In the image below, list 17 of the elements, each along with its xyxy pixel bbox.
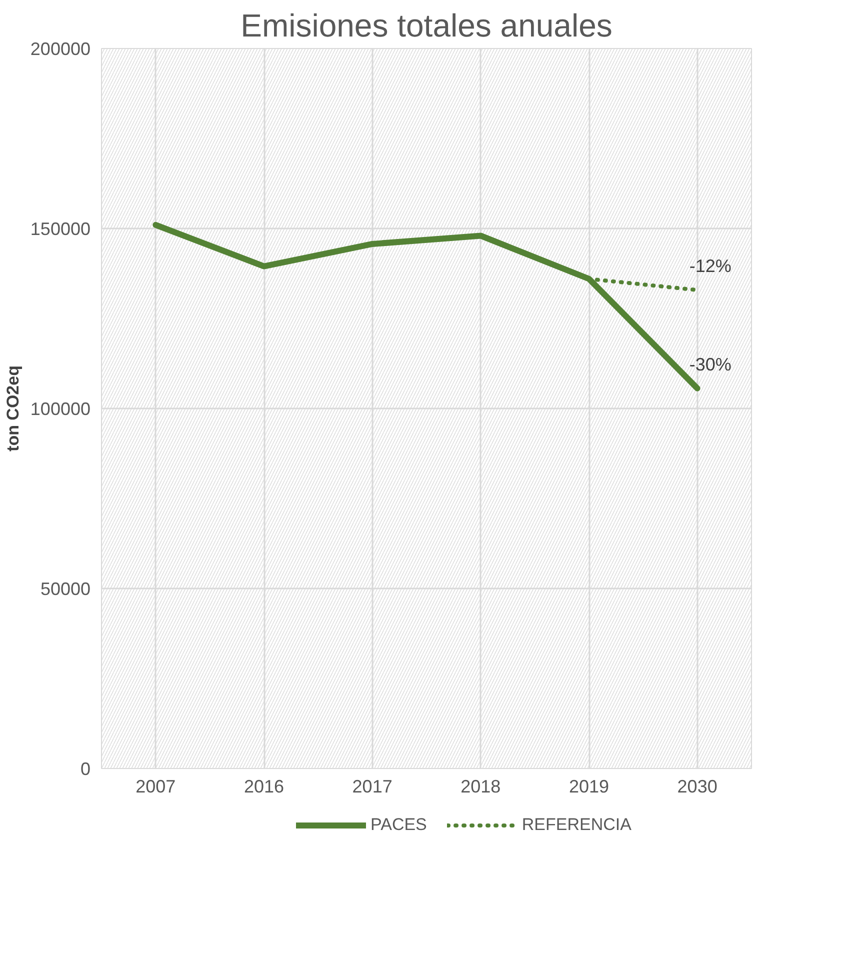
- annotation: -30%: [689, 354, 732, 374]
- x-tick-label: 2030: [677, 776, 718, 796]
- y-tick-label: 150000: [30, 219, 91, 239]
- y-tick-label: 100000: [30, 399, 91, 419]
- x-tick-label: 2019: [568, 776, 610, 796]
- annotation: -12%: [689, 256, 732, 276]
- y-tick-label: 50000: [40, 579, 91, 599]
- x-tick-label: 2017: [352, 776, 392, 796]
- x-tick-label: 2016: [244, 776, 284, 796]
- y-axis-title: ton CO2eq: [3, 366, 22, 452]
- x-tick-label: 2018: [460, 776, 501, 796]
- y-tick-label: 200000: [30, 39, 91, 59]
- legend-label: REFERENCIA: [522, 815, 632, 835]
- y-tick-label: 0: [80, 759, 91, 779]
- legend-label: PACES: [370, 815, 427, 835]
- x-tick-label: 2007: [136, 776, 176, 796]
- chart-title: Emisiones totales anuales: [240, 8, 612, 44]
